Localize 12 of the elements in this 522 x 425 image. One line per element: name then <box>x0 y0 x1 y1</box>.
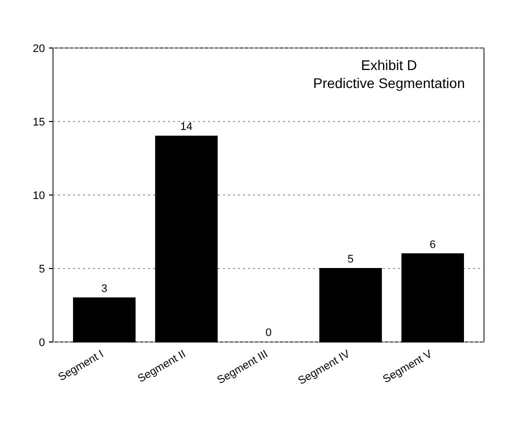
data-label: 14 <box>180 121 193 134</box>
y-tick-label: 5 <box>38 264 45 276</box>
y-tick-label: 10 <box>32 190 45 202</box>
text: Predictive Segmentation <box>313 75 465 91</box>
y-tick-label: 20 <box>32 43 45 55</box>
y-tick-label: 15 <box>32 116 45 128</box>
data-label: 3 <box>101 282 108 295</box>
data-label: 6 <box>430 238 436 251</box>
text: Exhibit D <box>360 57 418 73</box>
y-tick-label: 0 <box>38 337 45 349</box>
data-label: 5 <box>348 254 354 266</box>
data-label: 0 <box>265 327 272 339</box>
